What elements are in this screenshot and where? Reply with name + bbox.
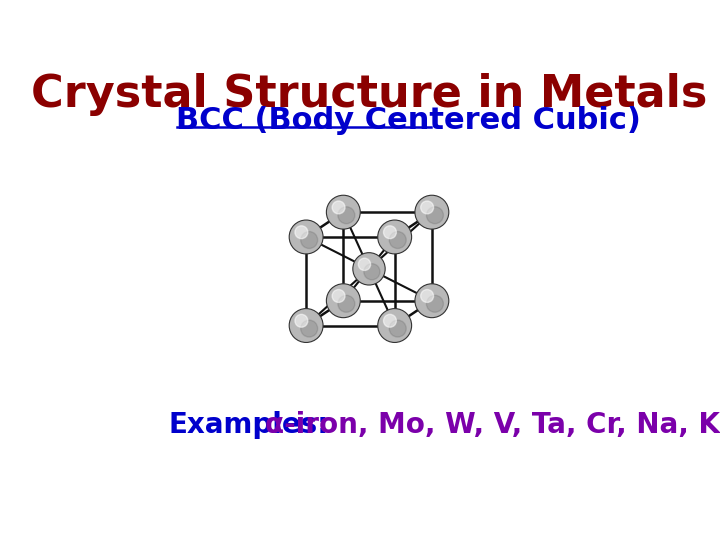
Circle shape bbox=[338, 207, 355, 224]
Circle shape bbox=[326, 284, 360, 318]
Circle shape bbox=[378, 220, 412, 254]
Circle shape bbox=[301, 232, 318, 248]
Circle shape bbox=[289, 308, 323, 342]
Circle shape bbox=[415, 284, 449, 318]
Text: α-iron, Mo, W, V, Ta, Cr, Na, K: α-iron, Mo, W, V, Ta, Cr, Na, K bbox=[265, 411, 720, 439]
Circle shape bbox=[378, 308, 412, 342]
Circle shape bbox=[426, 207, 444, 224]
Circle shape bbox=[384, 226, 397, 239]
Text: BCC (Body Centered Cubic): BCC (Body Centered Cubic) bbox=[176, 106, 642, 134]
Circle shape bbox=[301, 320, 318, 337]
Circle shape bbox=[420, 289, 433, 302]
Circle shape bbox=[390, 320, 406, 337]
Circle shape bbox=[289, 220, 323, 254]
Text: Crystal Structure in Metals: Crystal Structure in Metals bbox=[31, 72, 707, 116]
Text: Examples:: Examples: bbox=[168, 411, 329, 439]
Circle shape bbox=[390, 232, 406, 248]
Circle shape bbox=[384, 314, 397, 327]
Circle shape bbox=[332, 201, 345, 214]
Circle shape bbox=[415, 195, 449, 229]
Circle shape bbox=[332, 289, 345, 302]
Circle shape bbox=[295, 226, 308, 239]
Circle shape bbox=[295, 314, 308, 327]
Circle shape bbox=[338, 295, 355, 312]
Circle shape bbox=[426, 295, 444, 312]
Circle shape bbox=[359, 258, 371, 271]
Circle shape bbox=[326, 195, 360, 229]
Circle shape bbox=[420, 201, 433, 214]
Circle shape bbox=[353, 253, 385, 285]
Circle shape bbox=[364, 264, 380, 280]
